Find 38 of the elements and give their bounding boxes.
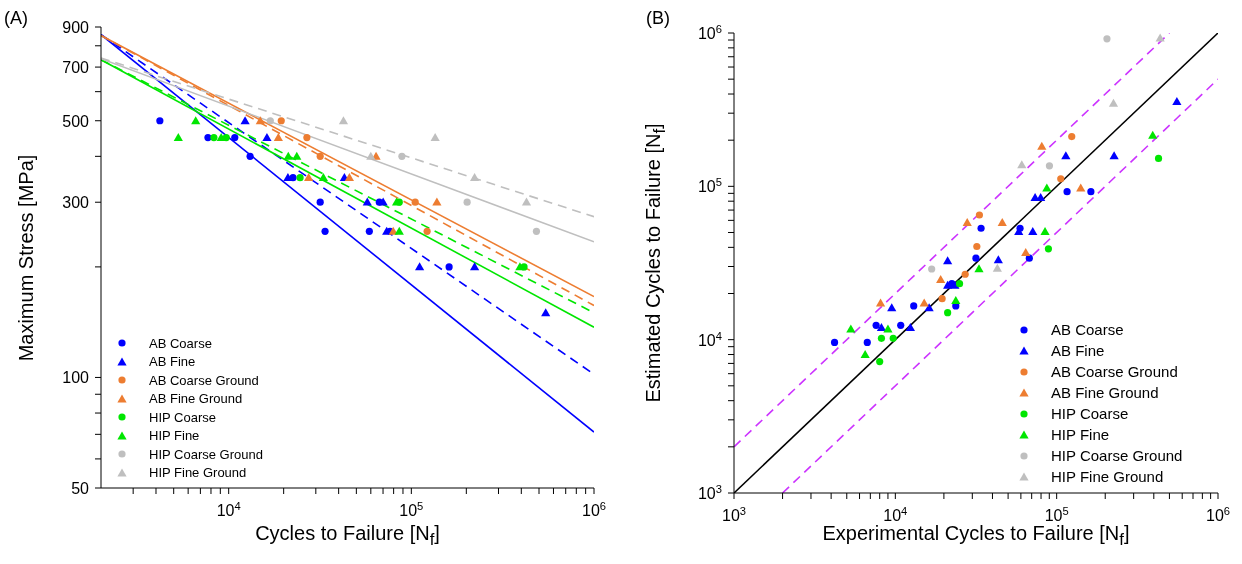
legend-label: AB Fine Ground — [149, 391, 243, 407]
legend-label: AB Fine — [149, 354, 196, 370]
y-tick-label: 700 — [62, 59, 90, 77]
y-tick-label: 500 — [62, 112, 90, 130]
y-tick-label: 900 — [62, 19, 90, 36]
chart-title: (A) — [4, 8, 28, 29]
legend-label: HIP Coarse — [1051, 405, 1129, 422]
x-tick-label: 10$^{5}$ — [399, 500, 424, 519]
legend-label: AB Fine — [1051, 342, 1105, 359]
legend-label: HIP Fine Ground — [149, 465, 247, 481]
legend-label: AB Coarse Ground — [1051, 363, 1178, 380]
legend-label: HIP Fine Ground — [1051, 468, 1164, 485]
legend-label: HIP Coarse Ground — [149, 446, 263, 462]
x-tick-label: 10$^{4}$ — [883, 505, 908, 524]
legend-label: HIP Coarse Ground — [1051, 447, 1183, 464]
legend-label: HIP Coarse — [149, 409, 216, 425]
legend-label: AB Coarse Ground — [149, 372, 259, 388]
y-tick-label: 10$^{4}$ — [697, 329, 722, 349]
x-axis-title: Experimental Cycles to Failure [N$_{f}$] — [822, 522, 1130, 550]
x-tick-label: 10$^{5}$ — [1044, 505, 1069, 524]
y-tick-label: 50 — [71, 480, 90, 497]
x-axis-title: Cycles to Failure [N$_{f}$] — [255, 522, 440, 550]
chart-title: (B) — [646, 8, 670, 29]
x-tick-label: 10$^{6}$ — [581, 500, 607, 519]
legend-label: AB Fine Ground — [1051, 384, 1159, 401]
legend-label: HIP Fine — [149, 428, 200, 444]
y-tick-label: 300 — [62, 194, 90, 212]
legend-label: AB Coarse — [1051, 321, 1124, 338]
y-axis-title: Maximum Stress [MPa] — [14, 154, 38, 361]
y-tick-label: 10$^{3}$ — [697, 483, 722, 502]
x-tick-label: 10$^{4}$ — [216, 500, 241, 519]
legend-label: HIP Fine — [1051, 426, 1110, 443]
y-tick-label: 100 — [62, 369, 90, 387]
x-tick-label: 10$^{3}$ — [721, 505, 747, 524]
x-tick-label: 10$^{6}$ — [1205, 505, 1231, 524]
legend-label: AB Coarse — [149, 335, 212, 351]
y-tick-label: 10$^{5}$ — [697, 176, 722, 196]
y-tick-label: 10$^{6}$ — [697, 23, 722, 42]
